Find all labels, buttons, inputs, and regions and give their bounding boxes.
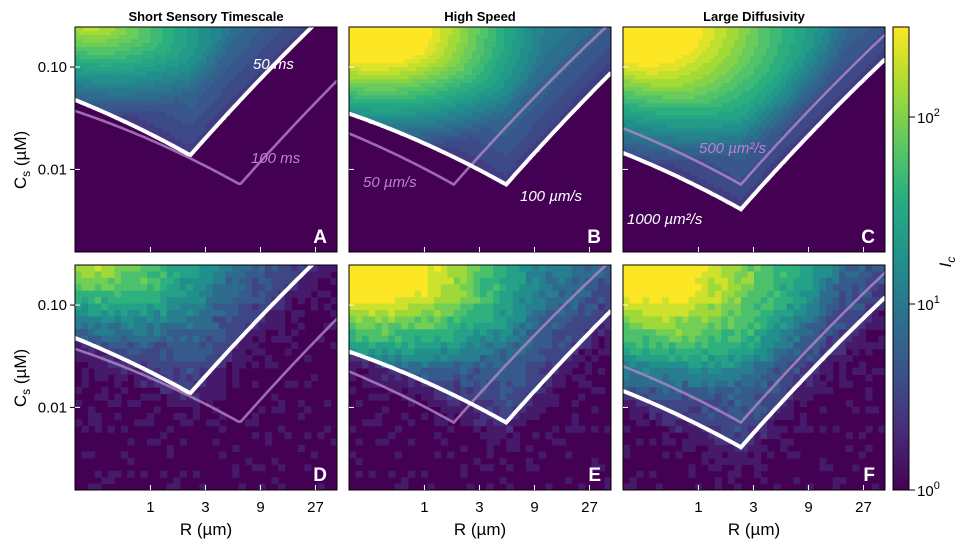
panel-letter: C [861,227,875,248]
x-tick-label: 1 [420,499,428,516]
colorbar-tick-10: 101 [917,294,940,314]
y-tick-label: 0.10 [38,59,67,76]
panel-letter: F [863,465,875,486]
panel-frame [74,26,338,253]
heatmap-cells [349,265,611,490]
curve-label: 500 µm²/s [699,140,766,157]
x-tick-label: 27 [307,499,324,516]
panel-frame [74,264,338,491]
heatmap-cells [623,27,885,209]
x-axis-label: R (µm) [454,520,506,539]
panel-c: Large Diffusivity C [622,9,886,253]
x-tick-label: 3 [201,499,209,516]
threshold-curve-main-b [349,71,611,188]
x-tick-label: 9 [530,499,538,516]
colorbar-tick-100: 102 [917,107,940,127]
y-axis-label-top: Cs (µM) [11,131,33,189]
heatmap-cells [349,27,611,185]
panel-frame [622,26,886,253]
curve-label: 50 ms [253,56,294,73]
colorbar-gradient [892,26,910,491]
heatmap-area-d [75,265,337,490]
threshold-curve-ref-c [623,33,885,187]
colorbar-tick-1: 100 [917,480,940,500]
heatmap-area-e [349,265,611,490]
x-tick-label: 3 [475,499,483,516]
threshold-curve-main-e [349,309,611,426]
panel-frame [348,264,612,491]
x-tick-label: 9 [256,499,264,516]
panel-title: Short Sensory Timescale [128,9,283,24]
threshold-curve-ref-d [75,317,337,424]
axes-text: Cs (µM) Cs (µM) [11,131,33,407]
heatmap-area-a [75,27,337,252]
threshold-curve-main-d [75,265,315,396]
panels: 0.10 0.01 Short Sensory Timescale A High Spe… [38,9,886,539]
y-tick-label: 0.01 [38,161,67,178]
threshold-curve-ref-a [75,79,337,186]
panel-d: 1 3 9 27 0.10 0.01 D R (µm) [38,264,338,539]
curve-label: 100 µm/s [520,188,582,205]
panel-letter: B [587,227,601,248]
panel-title: Large Diffusivity [703,9,806,24]
heatmap-area-c [623,27,885,252]
heatmap-area-b [349,27,611,252]
y-tick-label: 0.10 [38,297,67,314]
panel-frame [348,26,612,253]
panel-f: 1 3 9 27 F R (µm) [622,264,886,539]
x-axis-label: R (µm) [180,520,232,539]
panel-b: High Speed B [348,9,612,253]
panel-letter: E [588,465,601,486]
x-axis-label: R (µm) [728,520,780,539]
threshold-curve-ref-f [623,271,885,425]
curve-label: 100 ms [251,150,301,167]
y-axis-label-bottom: Cs (µM) [11,349,33,407]
curve-label: 1000 µm²/s [627,211,703,228]
threshold-curve-ref-e [349,265,608,425]
x-tick-label: 1 [694,499,702,516]
threshold-curve-main-f [623,295,885,450]
heatmap-area-f [623,265,885,490]
heatmap-cells [75,27,310,157]
threshold-curve-main-c [623,57,885,212]
x-tick-label: 27 [855,499,872,516]
x-tick-label: 9 [804,499,812,516]
panel-a: 0.10 0.01 Short Sensory Timescale A [38,9,338,253]
x-tick-label: 27 [581,499,598,516]
panel-letter: D [313,465,327,486]
panel-letter: A [313,227,327,248]
y-tick-label: 0.01 [38,399,67,416]
curve-label: 50 µm/s [363,174,417,191]
panel-title: High Speed [444,9,516,24]
x-tick-label: 1 [146,499,154,516]
x-tick-label: 3 [749,499,757,516]
threshold-curve-ref-b [349,27,608,187]
colorbar: 102 101 100 Ic [892,26,958,500]
threshold-curve-main-a [75,27,315,158]
panel-frame [622,264,886,491]
panel-e: 1 3 9 27 E R (µm) [348,264,612,539]
colorbar-label: Ic [936,257,958,268]
